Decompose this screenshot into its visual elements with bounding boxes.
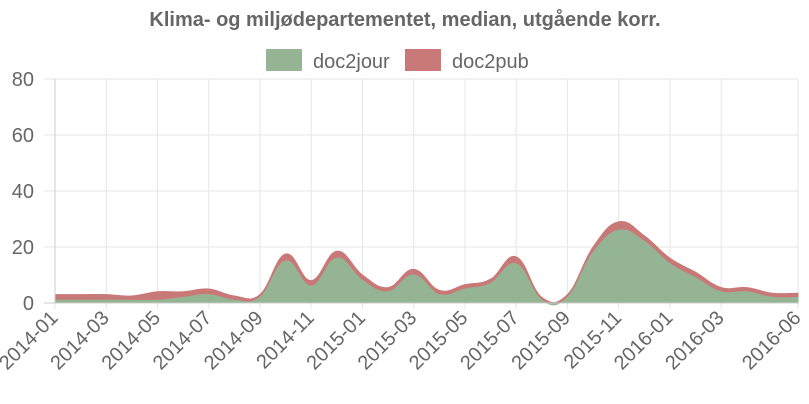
- legend-swatch-doc2pub: [405, 49, 441, 71]
- legend-label-doc2jour: doc2jour: [313, 51, 390, 73]
- x-axis: 2014-012014-032014-052014-072014-092014-…: [0, 302, 806, 374]
- y-tick-label: 0: [23, 293, 34, 315]
- legend-label-doc2pub: doc2pub: [452, 51, 529, 73]
- y-axis: 0 20 40 60 80: [12, 69, 56, 315]
- legend-swatch-doc2jour: [266, 49, 302, 71]
- y-tick-label: 80: [12, 69, 34, 91]
- legend-item-doc2pub[interactable]: doc2pub: [405, 49, 529, 73]
- legend: doc2jour doc2pub: [266, 49, 529, 73]
- legend-item-doc2jour[interactable]: doc2jour: [266, 49, 390, 73]
- x-tick-label: 2016-06: [738, 307, 805, 374]
- y-tick-label: 20: [12, 237, 34, 259]
- y-tick-label: 40: [12, 181, 34, 203]
- chart-title: Klima- og miljødepartementet, median, ut…: [149, 8, 660, 31]
- plot-areas: [54, 220, 799, 306]
- y-tick-label: 60: [12, 125, 34, 147]
- area-doc2jour[interactable]: [54, 229, 799, 306]
